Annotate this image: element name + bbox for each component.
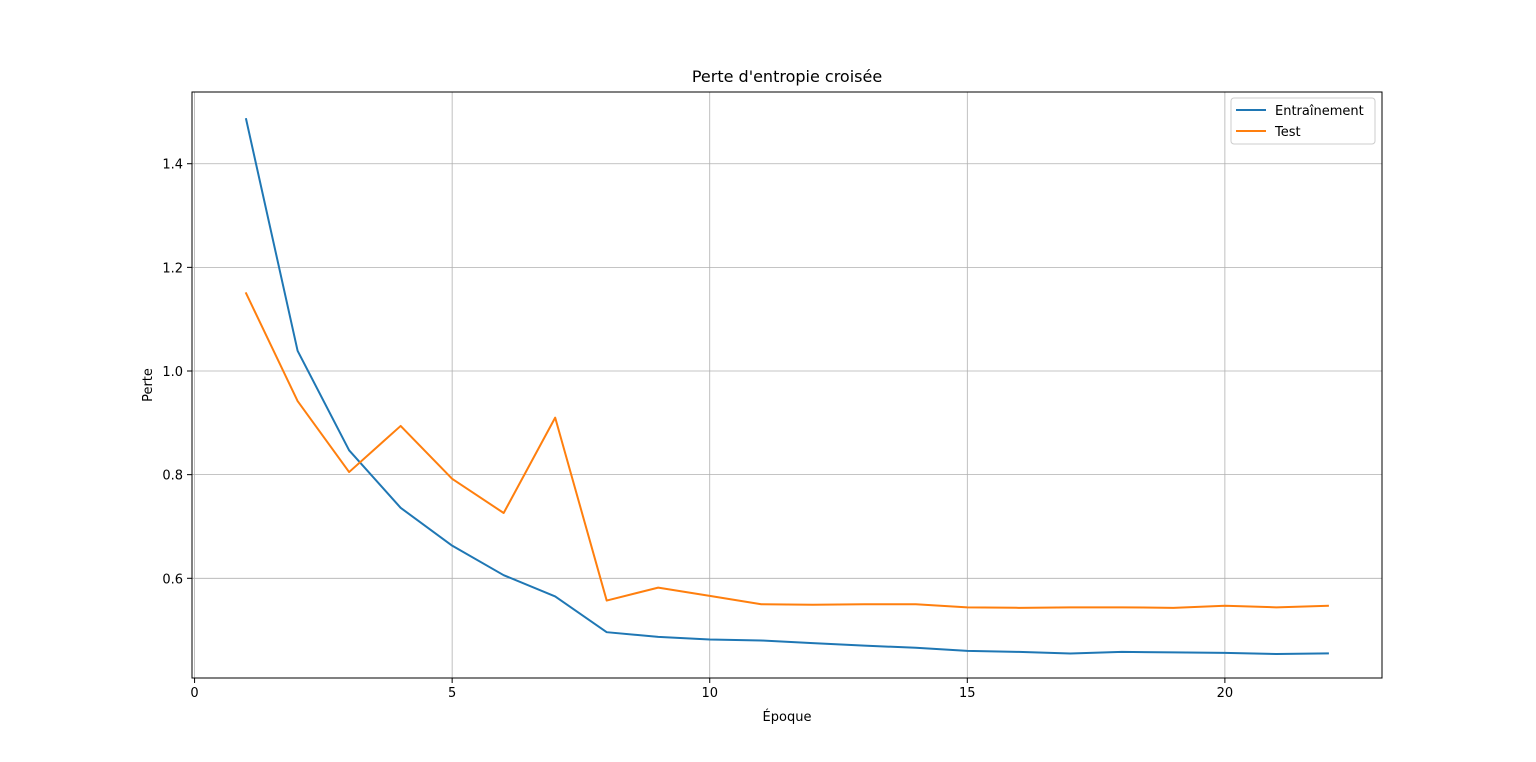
plot-area-frame: [191, 91, 1383, 679]
data-point-entrainement: [760, 639, 763, 642]
y-axis-ticks: 0.6 0.8 1.0 1.2 1.4: [162, 158, 192, 587]
data-point-test: [811, 603, 814, 606]
data-point-test: [1326, 604, 1329, 607]
legend-label-entrainement: Entraînement: [1275, 104, 1364, 119]
data-point-test: [451, 477, 454, 480]
legend: Entraînement Test: [1230, 97, 1376, 145]
y-tick-label: 0.6: [162, 572, 183, 587]
data-point-entrainement: [605, 631, 608, 634]
data-point-test: [348, 471, 351, 474]
series-line-test: [244, 291, 1329, 609]
data-point-entrainement: [863, 644, 866, 647]
legend-label-test: Test: [1274, 125, 1301, 140]
data-point-entrainement: [1275, 652, 1278, 655]
legend-box: [1230, 97, 1376, 145]
y-tick-label: 0.8: [162, 469, 183, 484]
data-point-test: [399, 424, 402, 427]
data-point-entrainement: [502, 574, 505, 577]
data-point-entrainement: [296, 349, 299, 352]
data-point-test: [296, 400, 299, 403]
axes: [191, 91, 1383, 679]
data-point-entrainement: [914, 646, 917, 649]
data-point-entrainement: [708, 638, 711, 641]
data-point-test: [1172, 606, 1175, 609]
data-point-entrainement: [1223, 651, 1226, 654]
data-point-entrainement: [966, 649, 969, 652]
data-point-test: [863, 603, 866, 606]
y-tick-label: 1.0: [162, 365, 183, 380]
data-point-entrainement: [657, 635, 660, 638]
data-point-test: [966, 606, 969, 609]
data-point-entrainement: [1069, 652, 1072, 655]
data-point-test: [914, 603, 917, 606]
data-point-entrainement: [1120, 650, 1123, 653]
data-point-entrainement: [554, 595, 557, 598]
data-point-test: [1120, 606, 1123, 609]
data-point-test: [1017, 606, 1020, 609]
data-point-entrainement: [348, 449, 351, 452]
data-point-test: [605, 599, 608, 602]
x-axis-ticks: 0 5 10 15 20: [190, 678, 1233, 701]
x-tick-label: 0: [190, 686, 198, 701]
data-point-entrainement: [1017, 650, 1020, 653]
x-axis-label: Époque: [763, 709, 812, 725]
y-tick-label: 1.2: [162, 261, 183, 276]
data-point-test: [245, 292, 248, 295]
data-point-test: [1069, 606, 1072, 609]
data-point-entrainement: [811, 642, 814, 645]
data-point-entrainement: [1172, 651, 1175, 654]
x-tick-label: 20: [1217, 686, 1234, 701]
data-point-test: [554, 416, 557, 419]
grid-lines: [192, 92, 1382, 678]
data-point-entrainement: [399, 506, 402, 509]
data-point-entrainement: [1326, 652, 1329, 655]
x-tick-label: 15: [959, 686, 976, 701]
chart-title: Perte d'entropie croisée: [692, 67, 882, 86]
y-tick-label: 1.4: [162, 158, 183, 173]
data-point-test: [1275, 606, 1278, 609]
data-point-test: [1223, 604, 1226, 607]
x-tick-label: 5: [448, 686, 456, 701]
data-point-test: [760, 603, 763, 606]
data-point-test: [657, 586, 660, 589]
data-point-test: [502, 511, 505, 514]
series-lines: [244, 117, 1329, 655]
series-line-entrainement: [244, 117, 1329, 655]
y-axis-label: Perte: [141, 368, 156, 402]
data-point-entrainement: [245, 118, 248, 121]
data-point-test: [708, 594, 711, 597]
data-point-entrainement: [451, 544, 454, 547]
x-tick-label: 10: [701, 686, 718, 701]
